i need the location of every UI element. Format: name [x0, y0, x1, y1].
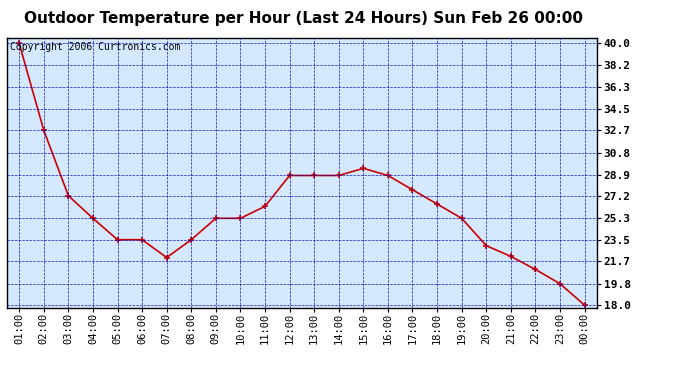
Text: Outdoor Temperature per Hour (Last 24 Hours) Sun Feb 26 00:00: Outdoor Temperature per Hour (Last 24 Ho…: [24, 11, 583, 26]
Text: Copyright 2006 Curtronics.com: Copyright 2006 Curtronics.com: [10, 42, 180, 51]
